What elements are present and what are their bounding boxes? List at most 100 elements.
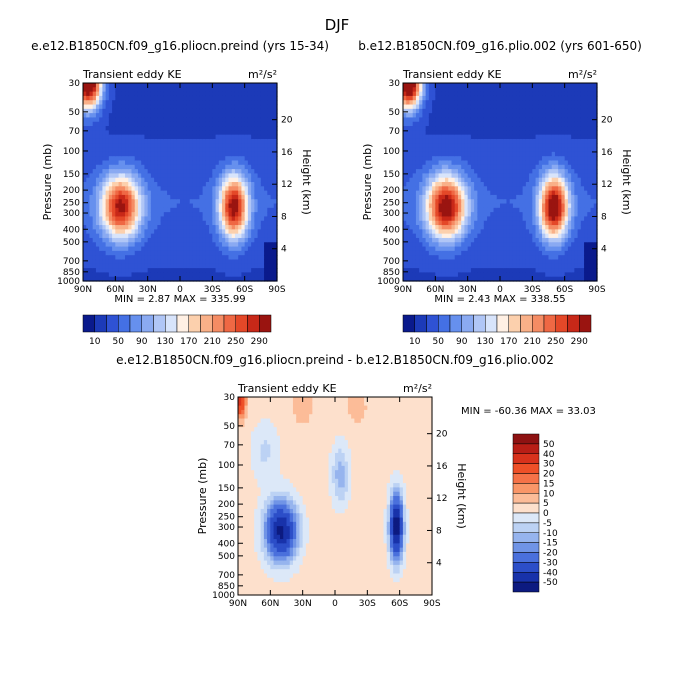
heatmap-cell <box>529 268 533 273</box>
heatmap-cell <box>134 95 139 101</box>
heatmap-cell <box>209 117 213 123</box>
heatmap-cell <box>257 246 262 252</box>
heatmap-cell <box>254 160 259 166</box>
heatmap-cell <box>519 225 524 230</box>
heatmap-cell <box>535 250 540 256</box>
heatmap-cell <box>228 100 233 106</box>
heatmap-cell <box>496 233 501 239</box>
heatmap-cell <box>241 173 246 179</box>
heatmap-cell <box>176 207 181 213</box>
heatmap-cell <box>406 91 411 97</box>
heatmap-cell <box>270 268 275 273</box>
heatmap-cell <box>244 126 249 131</box>
heatmap-cell <box>551 169 556 174</box>
heatmap-cell <box>218 233 223 239</box>
heatmap-cell <box>189 173 194 179</box>
heatmap-cell <box>234 182 239 187</box>
heatmap-cell <box>244 246 249 252</box>
heatmap-cell <box>474 216 478 222</box>
heatmap-cell <box>238 263 243 269</box>
heatmap-cell <box>425 276 430 282</box>
heatmap-cell <box>137 216 142 222</box>
heatmap-cell <box>92 203 97 209</box>
heatmap-cell <box>186 229 191 235</box>
heatmap-cell <box>474 186 478 192</box>
heatmap-cell <box>522 134 527 140</box>
heatmap-cell <box>95 207 100 213</box>
heatmap-cell <box>125 117 129 123</box>
heatmap-cell <box>199 272 204 278</box>
heatmap-cell <box>131 220 136 226</box>
heatmap-cell <box>496 143 501 149</box>
heatmap-cell <box>89 272 94 278</box>
heatmap-cell <box>525 108 530 114</box>
heatmap-cell <box>196 117 200 123</box>
heatmap-cell <box>425 212 430 218</box>
heatmap-cell <box>493 190 498 196</box>
heatmap-cell <box>425 268 430 273</box>
heatmap-cell <box>108 259 113 265</box>
heatmap-cell <box>202 276 207 282</box>
heatmap-cell <box>500 169 504 174</box>
heatmap-cell <box>92 117 97 123</box>
heatmap-cell <box>141 182 146 187</box>
heatmap-cell <box>461 246 466 252</box>
heatmap-cell <box>173 182 178 187</box>
heatmap-cell <box>409 220 414 226</box>
heatmap-cell <box>238 130 243 136</box>
heatmap-cell <box>215 169 220 174</box>
heatmap-cell <box>202 177 207 183</box>
heatmap-cell <box>186 83 191 88</box>
heatmap-cell <box>419 91 423 97</box>
heatmap-cell <box>509 164 514 170</box>
colorbar-swatch <box>153 314 166 333</box>
heatmap-cell <box>205 156 210 162</box>
heatmap-cell <box>150 108 155 114</box>
heatmap-cell <box>451 130 456 136</box>
heatmap-cell <box>180 126 184 131</box>
heatmap-cell <box>532 143 537 149</box>
heatmap-cell <box>99 143 103 149</box>
heatmap-cell <box>457 121 462 127</box>
heatmap-cell <box>480 130 485 136</box>
heatmap-cell <box>231 263 236 269</box>
heatmap-cell <box>538 225 543 230</box>
heatmap-cell <box>99 87 103 93</box>
heatmap-cell <box>438 108 443 114</box>
heatmap-cell <box>186 268 191 273</box>
heatmap-cell <box>244 108 249 114</box>
heatmap-cell <box>125 134 129 140</box>
heatmap-cell <box>225 237 230 243</box>
heatmap-cell <box>483 182 488 187</box>
heatmap-cell <box>163 225 168 230</box>
heatmap-cell <box>525 104 530 110</box>
heatmap-cell <box>448 250 453 256</box>
heatmap-cell <box>529 87 533 93</box>
heatmap-cell <box>260 121 265 127</box>
heatmap-cell <box>483 117 488 123</box>
heatmap-cell <box>189 225 194 230</box>
heatmap-cell <box>490 164 495 170</box>
heatmap-cell <box>270 160 275 166</box>
heatmap-cell <box>241 113 246 119</box>
heatmap-cell <box>118 199 123 205</box>
heatmap-cell <box>477 216 482 222</box>
heatmap-cell <box>273 250 278 256</box>
heatmap-cell <box>154 126 158 131</box>
heatmap-cell <box>147 212 152 218</box>
heatmap-cell <box>451 225 456 230</box>
heatmap-cell <box>503 182 508 187</box>
heatmap-cell <box>225 156 230 162</box>
heatmap-cell <box>218 169 223 174</box>
heatmap-cell <box>108 182 113 187</box>
heatmap-cell <box>500 177 504 183</box>
heatmap-cell <box>225 216 230 222</box>
heatmap-cell <box>406 151 411 157</box>
heatmap-cell <box>147 83 152 88</box>
heatmap-cell <box>403 276 407 282</box>
heatmap-cell <box>170 263 175 269</box>
heatmap-cell <box>490 156 495 162</box>
heatmap-cell <box>137 121 142 127</box>
heatmap-cell <box>192 126 197 131</box>
heatmap-cell <box>415 220 420 226</box>
